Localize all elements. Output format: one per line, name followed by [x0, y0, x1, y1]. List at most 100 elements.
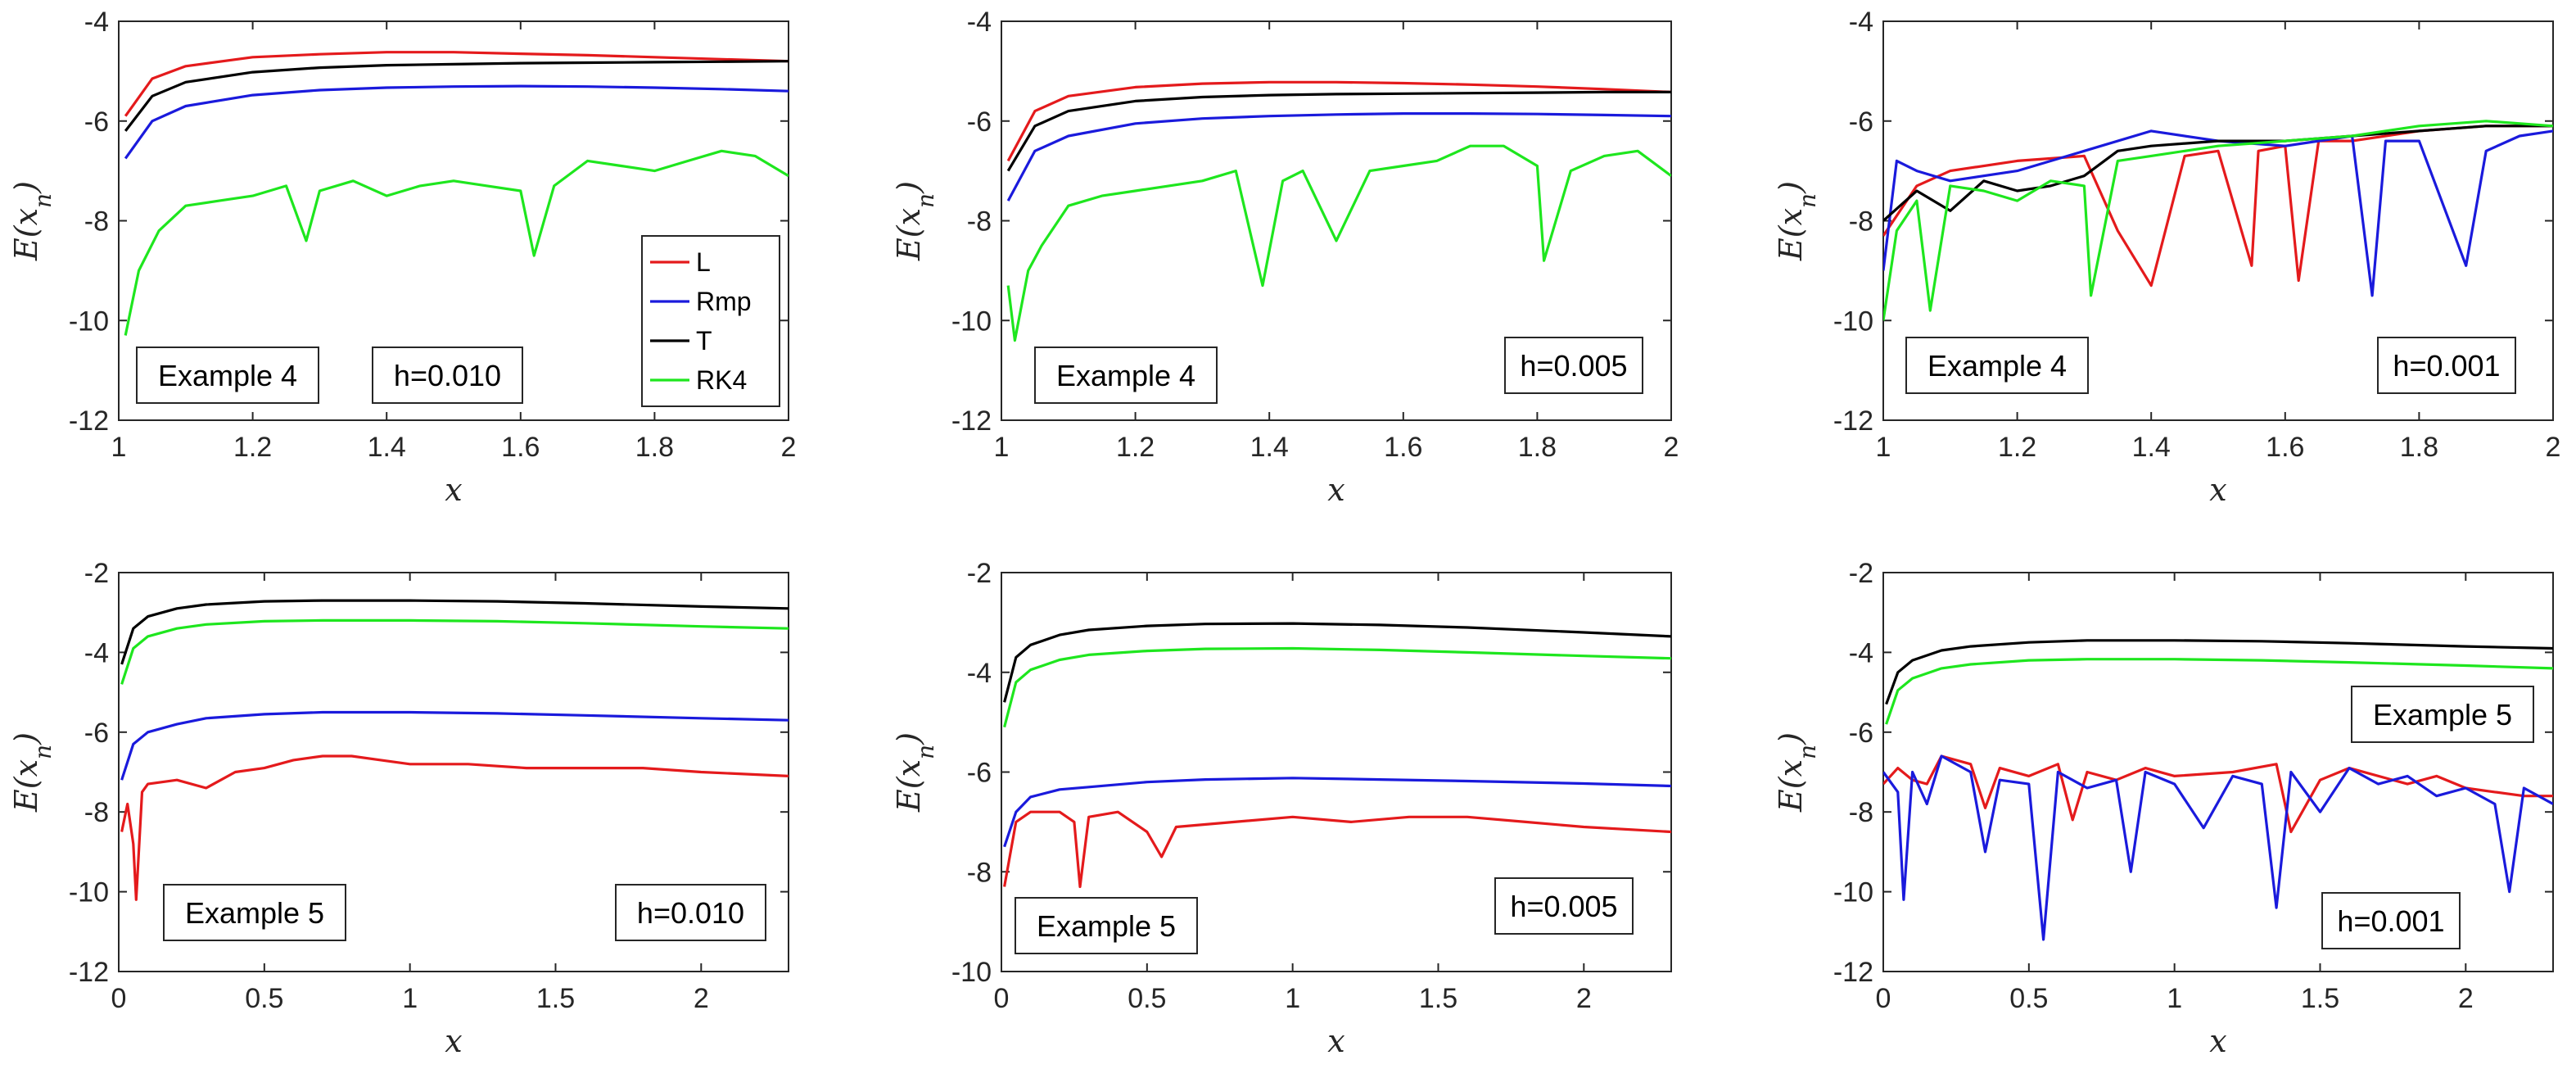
series-line-RK4: [1003, 646, 1671, 728]
series-line-L: [1006, 80, 1671, 162]
y-axis-label: E(xn): [8, 732, 56, 813]
y-tick-label: -6: [967, 106, 992, 138]
x-tick-label: 0: [1876, 983, 1891, 1014]
x-tick-label: 2: [2458, 983, 2474, 1014]
annotation-label: Example 5: [185, 896, 324, 930]
x-tick-label: 1.8: [635, 432, 674, 463]
x-tick-label: 1.2: [233, 432, 272, 463]
y-tick-label: -12: [69, 957, 109, 988]
x-tick-label: 1.8: [1518, 432, 1557, 463]
x-tick-label: 2: [694, 983, 709, 1014]
y-tick-label: -10: [1833, 306, 1873, 337]
series-line-T: [124, 60, 789, 132]
annotation-box: [2321, 892, 2461, 949]
y-tick-label: -6: [1849, 106, 1873, 138]
series-line-Rmp: [1883, 754, 2553, 941]
y-axis-label: E(xn): [891, 732, 939, 813]
y-tick-label: -12: [1833, 405, 1873, 437]
legend-label: L: [696, 247, 711, 277]
y-axis-label: E(xn): [891, 181, 939, 261]
series-line-L: [124, 51, 789, 117]
annotation-box: [1905, 337, 2089, 394]
y-tick-label: -2: [967, 558, 992, 589]
x-tick-label: 0: [111, 983, 127, 1014]
series-line-Rmp: [124, 84, 789, 160]
x-tick-label: 1.6: [501, 432, 540, 463]
annotation-box: [615, 884, 766, 941]
panel-1: 1 1.2 1.4 1.6 1.8 2 -12 -10 -8 -6 -4 x E(xn) Example …: [8, 7, 796, 508]
series-line-L: [1883, 125, 2553, 288]
series-line-RK4: [1883, 120, 2553, 321]
y-tick-label: -4: [84, 637, 109, 668]
annotation-label: h=0.005: [1520, 349, 1627, 383]
y-tick-label: -6: [84, 718, 109, 749]
annotation-label: h=0.010: [637, 896, 744, 930]
annotation-box: [1494, 877, 1634, 935]
annotation-label: h=0.001: [2337, 904, 2444, 938]
x-axis-label: x: [445, 1023, 462, 1059]
panel-6: 0 0.5 1 1.5 2 -12 -10 -8 -6 -4 -2 x E(xn) Example 5 h=…: [1773, 558, 2554, 1059]
series-line-T: [1885, 639, 2553, 705]
x-tick-label: 1.5: [2301, 983, 2339, 1014]
series-line-T: [1883, 125, 2553, 222]
x-tick-label: 1: [111, 432, 127, 463]
y-axis-label: E(xn): [1773, 181, 1821, 261]
y-tick-label: -12: [69, 405, 109, 437]
y-axis-label: E(xn): [1773, 732, 1821, 813]
y-tick-label: -10: [69, 306, 109, 337]
annotation-box: [136, 347, 319, 404]
x-tick-label: 1.2: [1998, 432, 2036, 463]
annotation-box: [1504, 337, 1643, 394]
y-tick-label: -2: [1849, 558, 1873, 589]
x-tick-label: 2: [1576, 983, 1592, 1014]
legend-label: T: [696, 326, 712, 356]
y-axis-label: E(xn): [8, 181, 56, 261]
series-line-T: [1003, 622, 1671, 703]
y-tick-label: -6: [967, 758, 992, 789]
x-tick-label: 1: [994, 432, 1010, 463]
x-tick-label: 1.5: [536, 983, 575, 1014]
y-tick-label: -2: [84, 558, 109, 589]
series-line-Rmp: [1006, 112, 1671, 202]
x-tick-label: 1.8: [2400, 432, 2438, 463]
y-tick-label: -6: [1849, 718, 1873, 749]
panel-3: 1 1.2 1.4 1.6 1.8 2 -12 -10 -8 -6 -4 x E(xn) Example …: [1773, 7, 2560, 508]
y-tick-label: -10: [69, 877, 109, 908]
annotation-label: Example 4: [1056, 359, 1195, 392]
x-tick-label: 1.2: [1116, 432, 1155, 463]
y-tick-label: -4: [967, 7, 992, 38]
annotation-box: [1034, 347, 1218, 404]
annotation-label: Example 5: [1037, 909, 1176, 943]
x-axis-label: x: [445, 472, 462, 508]
y-tick-label: -4: [967, 658, 992, 689]
series-line-Rmp: [1003, 777, 1671, 848]
x-axis-label: x: [2209, 472, 2226, 508]
annotation-label: h=0.010: [394, 359, 501, 392]
legend-box: [641, 235, 780, 407]
y-tick-label: -4: [84, 7, 109, 38]
y-tick-label: -10: [951, 957, 992, 988]
panel-2: 1 1.2 1.4 1.6 1.8 2 -12 -10 -8 -6 -4 x E(xn) Example …: [891, 7, 1679, 508]
panel-4: 0 0.5 1 1.5 2 -12 -10 -8 -6 -4 -2 x E(xn) Example 5 h=…: [8, 558, 789, 1059]
x-axis-label: x: [1327, 1023, 1344, 1059]
legend: L Rmp T RK4: [641, 235, 780, 407]
annotation-box: [1015, 897, 1198, 954]
x-tick-label: 1.5: [1419, 983, 1457, 1014]
series-line-RK4: [1885, 658, 2553, 725]
annotation-box: [2377, 337, 2516, 394]
x-axis-label: x: [2209, 1023, 2226, 1059]
y-tick-label: -10: [1833, 877, 1873, 908]
x-tick-label: 1.6: [1384, 432, 1422, 463]
x-tick-label: 0.5: [245, 983, 283, 1014]
panel-5: 0 0.5 1 1.5 2 -10 -8 -6 -4 -2 x E(xn) Example 5 h=0.0…: [891, 558, 1672, 1059]
y-tick-label: -8: [84, 797, 109, 828]
y-tick-label: -6: [84, 106, 109, 138]
series-line-Rmp: [1883, 129, 2553, 297]
x-tick-label: 0.5: [1128, 983, 1166, 1014]
annotation-label: Example 5: [2373, 698, 2512, 732]
x-tick-label: 1: [402, 983, 418, 1014]
series-line-L: [1003, 810, 1671, 889]
x-tick-label: 1: [1285, 983, 1300, 1014]
x-tick-label: 2: [781, 432, 797, 463]
